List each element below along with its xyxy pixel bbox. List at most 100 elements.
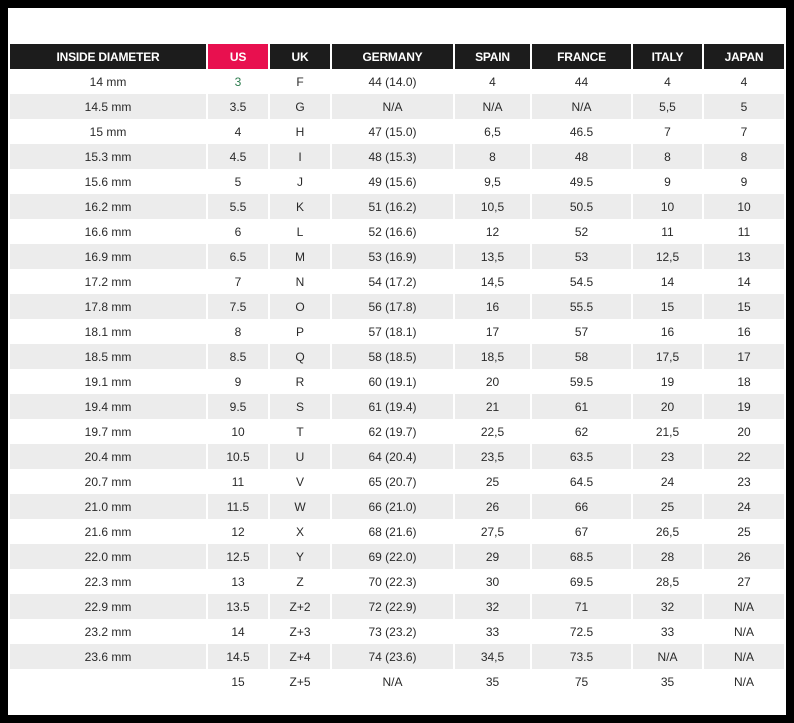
cell-uk: K — [270, 194, 332, 219]
cell-us: 6 — [208, 219, 270, 244]
cell-japan: 7 — [740, 124, 748, 139]
cell-france: 75 — [532, 669, 633, 694]
cell-us: 4 — [208, 119, 270, 144]
cell-spain: 20 — [455, 369, 532, 394]
cell-japan: 27 — [737, 574, 751, 589]
cell-spain: 8 — [455, 144, 532, 169]
cell-us: 7 — [208, 269, 270, 294]
cell-spain: 26 — [455, 494, 532, 519]
cell-uk: Q — [270, 344, 332, 369]
cell-uk: T — [270, 419, 332, 444]
cell-inside-diameter: 15.6 mm — [10, 169, 208, 194]
cell-france: 53 — [532, 244, 633, 269]
cell-germany: 69 (22.0) — [332, 544, 455, 569]
cell-germany: 72 (22.9) — [332, 594, 455, 619]
cell-france: 62 — [532, 419, 633, 444]
cell-germany: 65 (20.7) — [332, 469, 455, 494]
cell-inside-diameter: 20.7 mm — [10, 469, 208, 494]
cell-us: 8.5 — [208, 344, 270, 369]
cell-us: 11 — [208, 469, 270, 494]
cell-japan: N/A — [704, 594, 784, 619]
cell-uk: G — [270, 94, 332, 119]
cell-france: N/A — [532, 94, 633, 119]
table-row: 23.6 mm 14.5 Z+4 74 (23.6) 34,5 73.5 N/A N/A — [10, 644, 784, 669]
cell-uk: X — [270, 519, 332, 544]
cell-italy: 8 — [633, 144, 704, 169]
cell-japan: 9 — [740, 174, 748, 189]
cell-italy: N/A — [633, 644, 704, 669]
cell-inside-diameter: 23.6 mm — [10, 644, 208, 669]
cell-inside-diameter: 19.4 mm — [10, 394, 208, 419]
cell-japan: N/A — [704, 644, 784, 669]
cell-spain: 12 — [455, 219, 532, 244]
cell-us: 13 — [208, 569, 270, 594]
table-row: 15 mm 4 H 47 (15.0) 6,5 46.5 7 7 — [10, 119, 784, 144]
cell-us: 12.5 — [208, 544, 270, 569]
cell-germany: 58 (18.5) — [332, 344, 455, 369]
cell-us: 12 — [208, 519, 270, 544]
table-row: 19.4 mm 9.5 S 61 (19.4) 21 61 20 19 — [10, 394, 784, 419]
table-row: 19.7 mm 10 T 62 (19.7) 22,5 62 21,5 20 — [10, 419, 784, 444]
cell-uk: Z+2 — [270, 594, 332, 619]
table-row: 17.8 mm 7.5 O 56 (17.8) 16 55.5 15 15 — [10, 294, 784, 319]
cell-uk: Z — [270, 569, 332, 594]
cell-uk: P — [270, 319, 332, 344]
table-row: 23.2 mm 14 Z+3 73 (23.2) 33 72.5 33 N/A — [10, 619, 784, 644]
cell-spain: 13,5 — [455, 244, 532, 269]
cell-italy: 5,5 — [633, 94, 704, 119]
header-us: US — [208, 44, 270, 69]
cell-uk: V — [270, 469, 332, 494]
cell-germany: 56 (17.8) — [332, 294, 455, 319]
cell-italy: 20 — [633, 394, 704, 419]
cell-france: 55.5 — [532, 294, 633, 319]
cell-inside-diameter: 22.9 mm — [10, 594, 208, 619]
cell-japan: 8 — [704, 144, 784, 169]
cell-inside-diameter: 15.3 mm — [10, 144, 208, 169]
table-row: 15 Z+5 N/A 35 75 35 N/A — [10, 669, 784, 694]
header-inside-diameter: INSIDE DIAMETER — [10, 44, 208, 69]
cell-spain: 14,5 — [455, 269, 532, 294]
cell-inside-diameter: 21.0 mm — [10, 494, 208, 519]
cell-italy: 9 — [633, 169, 704, 194]
table-row: 18.5 mm 8.5 Q 58 (18.5) 18,5 58 17,5 17 — [10, 344, 784, 369]
cell-japan: 25 — [737, 524, 751, 539]
cell-us: 14 — [208, 619, 270, 644]
cell-spain: 10,5 — [455, 194, 532, 219]
cell-france: 67 — [532, 519, 633, 544]
cell-japan: 10 — [704, 194, 784, 219]
cell-germany: 66 (21.0) — [332, 494, 455, 519]
cell-italy: 25 — [633, 494, 704, 519]
cell-italy: 14 — [633, 269, 704, 294]
cell-france: 61 — [532, 394, 633, 419]
cell-japan: 24 — [704, 494, 784, 519]
cell-us: 10 — [208, 419, 270, 444]
cell-france: 48 — [532, 144, 633, 169]
cell-italy: 16 — [633, 319, 704, 344]
cell-germany: 47 (15.0) — [332, 119, 455, 144]
cell-germany: 64 (20.4) — [332, 444, 455, 469]
header-italy: ITALY — [633, 44, 704, 69]
cell-france: 73.5 — [532, 644, 633, 669]
cell-italy: 32 — [633, 594, 704, 619]
cell-us: 11.5 — [208, 494, 270, 519]
cell-france: 46.5 — [532, 119, 633, 144]
cell-uk: H — [270, 119, 332, 144]
cell-france: 63.5 — [532, 444, 633, 469]
cell-germany: 70 (22.3) — [332, 569, 455, 594]
cell-japan: 4 — [740, 74, 748, 89]
cell-france: 58 — [532, 344, 633, 369]
cell-us: 7.5 — [208, 294, 270, 319]
cell-italy: 10 — [633, 194, 704, 219]
cell-uk: L — [270, 219, 332, 244]
cell-japan: N/A — [733, 674, 754, 689]
cell-inside-diameter: 21.6 mm — [10, 519, 208, 544]
cell-spain: 25 — [455, 469, 532, 494]
cell-france: 44 — [532, 69, 633, 94]
cell-italy: 28 — [633, 544, 704, 569]
cell-japan: 23 — [737, 474, 751, 489]
cell-us: 8 — [208, 319, 270, 344]
cell-italy: 15 — [633, 294, 704, 319]
table-row: 22.0 mm 12.5 Y 69 (22.0) 29 68.5 28 26 — [10, 544, 784, 569]
cell-inside-diameter: 18.1 mm — [10, 319, 208, 344]
cell-germany: 74 (23.6) — [332, 644, 455, 669]
